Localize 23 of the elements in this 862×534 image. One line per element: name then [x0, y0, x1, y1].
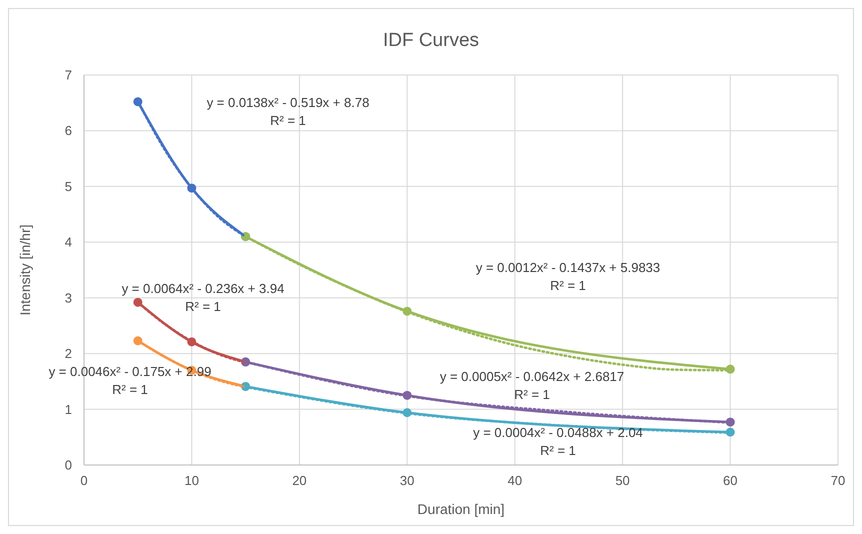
x-tick-label: 70	[830, 473, 846, 488]
x-tick-label: 30	[400, 473, 414, 488]
y-tick-label: 2	[64, 346, 72, 362]
x-tick-label: 40	[508, 473, 522, 488]
annotation: y = 0.0005x² - 0.0642x + 2.6817 R² = 1	[440, 369, 624, 402]
y-tick-label: 5	[64, 178, 72, 194]
annotation: y = 0.0138x² - 0.519x + 8.78 R² = 1	[206, 95, 370, 128]
x-tick-label: 0	[80, 473, 88, 488]
annotation: y = 0.0012x² - 0.1437x + 5.9833 R² = 1	[476, 260, 660, 293]
y-tick-label: 6	[64, 123, 72, 138]
y-tick-label: 3	[64, 290, 72, 306]
y-tick-label: 0	[64, 458, 72, 472]
x-axis-title: Duration [min]	[417, 501, 505, 517]
y-tick-label: 4	[64, 234, 72, 250]
annotation: y = 0.0064x² - 0.236x + 3.94 R² = 1	[122, 281, 284, 314]
chart-title: IDF Curves	[382, 30, 480, 51]
x-tick-label: 20	[292, 473, 307, 488]
y-axis-title: Intensity [in/hr]	[17, 224, 33, 316]
x-tick-label: 10	[184, 473, 199, 488]
y-tick-label: 7	[64, 68, 72, 82]
x-tick-label: 50	[615, 473, 630, 488]
x-tick-label: 60	[723, 473, 738, 488]
y-tick-label: 1	[64, 402, 72, 417]
